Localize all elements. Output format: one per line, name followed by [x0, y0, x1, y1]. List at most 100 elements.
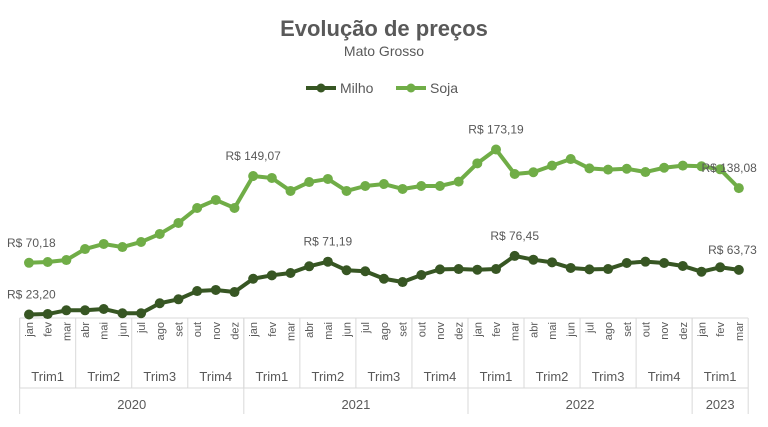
data-label: R$ 70,18 [7, 236, 56, 250]
data-point [528, 254, 539, 265]
data-point [80, 305, 91, 316]
month-tick-label: jul [584, 322, 596, 334]
quarter-label: Trim3 [143, 369, 176, 384]
month-tick-label: set [398, 322, 410, 337]
month-tick-label: abr [80, 322, 92, 338]
data-point [528, 167, 539, 178]
data-point [416, 181, 427, 191]
month-tick-label: mar [510, 322, 522, 341]
quarter-label: Trim1 [31, 369, 64, 384]
data-point [117, 242, 128, 253]
month-tick-label: out [640, 322, 652, 337]
data-point [509, 169, 520, 180]
data-point [192, 203, 203, 213]
year-label: 2023 [706, 397, 735, 412]
data-point [715, 262, 726, 273]
legend-item-milho: Milho [306, 80, 374, 96]
data-point [378, 179, 389, 190]
data-point [210, 194, 221, 205]
month-tick-label: fev [491, 322, 503, 337]
data-point [192, 286, 203, 297]
month-tick-label: mar [61, 322, 73, 341]
data-point [341, 185, 352, 196]
data-point [136, 236, 147, 247]
data-point [397, 277, 408, 288]
data-label: R$ 23,20 [7, 287, 56, 301]
data-label: R$ 63,73 [708, 243, 757, 257]
data-point [603, 264, 614, 275]
data-point [285, 268, 296, 279]
legend-label: Soja [430, 80, 458, 96]
data-point [98, 238, 109, 249]
chart-subtitle: Mato Grosso [344, 43, 424, 59]
quarter-label: Trim4 [424, 369, 457, 384]
month-tick-label: fev [43, 322, 55, 337]
quarter-label: Trim1 [255, 369, 288, 384]
data-point [491, 144, 501, 155]
quarter-label: Trim1 [704, 369, 737, 384]
data-point [24, 309, 34, 320]
data-label: R$ 173,19 [468, 122, 524, 136]
year-label: 2022 [566, 397, 595, 412]
year-label: 2021 [341, 397, 370, 412]
data-point [136, 308, 147, 319]
month-tick-label: nov [659, 322, 671, 340]
data-point [304, 261, 315, 272]
data-point [640, 256, 651, 267]
month-tick-label: set [173, 322, 185, 337]
year-label: 2020 [117, 397, 146, 412]
data-point [640, 167, 651, 178]
month-tick-label: nov [211, 322, 223, 340]
data-point [715, 164, 726, 175]
data-point [397, 183, 408, 194]
data-point [677, 260, 688, 271]
data-point [733, 264, 744, 275]
data-point [491, 264, 501, 275]
legend-marker [316, 83, 326, 93]
data-label: R$ 149,07 [225, 149, 281, 163]
data-point [434, 181, 445, 191]
month-tick-label: mar [734, 322, 746, 341]
month-tick-label: nov [435, 322, 447, 340]
month-tick-label: mar [286, 322, 298, 341]
month-tick-label: fev [267, 322, 279, 337]
data-point [472, 264, 483, 275]
quarter-label: Trim4 [199, 369, 232, 384]
data-point [154, 228, 165, 239]
series-milho: R$ 23,20 R$ 71,19 R$ 76,45 R$ 63,73 [7, 229, 757, 320]
month-tick-label: out [192, 322, 204, 337]
legend-label: Milho [340, 80, 374, 96]
month-tick-label: jan [24, 322, 36, 338]
month-tick-label: out [416, 322, 428, 337]
month-tick-label: ago [379, 322, 391, 340]
data-point [42, 309, 53, 320]
data-point [453, 176, 464, 187]
data-point [154, 298, 165, 309]
month-tick-label: abr [304, 322, 316, 338]
data-point [565, 262, 576, 273]
data-point [229, 287, 240, 298]
data-point [173, 217, 184, 228]
data-point [677, 160, 688, 171]
series-line [28, 147, 741, 265]
month-tick-label: fev [715, 322, 727, 337]
data-point [248, 171, 259, 182]
data-point [360, 181, 371, 191]
data-point [285, 185, 296, 196]
data-point [80, 244, 91, 255]
data-point [565, 154, 576, 165]
legend-item-soja: Soja [396, 80, 458, 96]
data-point [659, 258, 670, 268]
month-tick-label: jul [136, 322, 148, 334]
data-point [621, 258, 632, 268]
data-point [603, 164, 614, 175]
data-point [472, 158, 483, 169]
legend-marker [406, 83, 416, 93]
data-point [378, 273, 389, 284]
data-point [733, 183, 744, 194]
data-point [547, 160, 558, 171]
month-tick-label: jan [696, 322, 708, 338]
quarter-label: Trim2 [87, 369, 120, 384]
data-point [341, 265, 352, 276]
